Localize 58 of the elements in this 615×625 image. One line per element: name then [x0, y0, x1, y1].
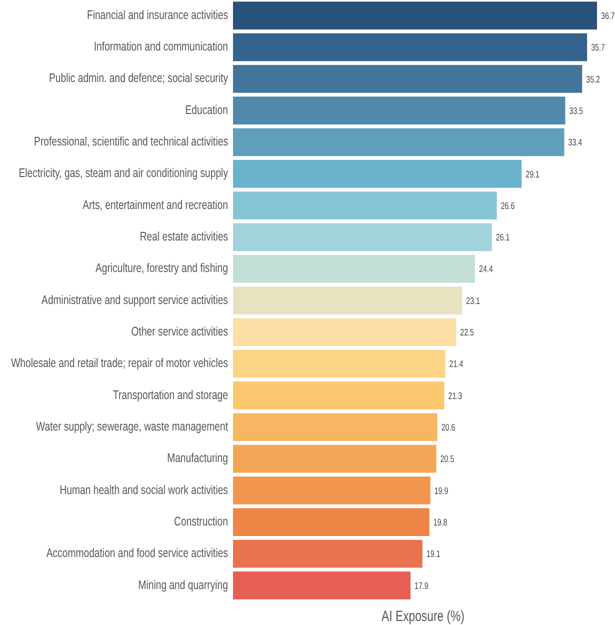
y-tick-label: Arts, entertainment and recreation	[82, 198, 228, 212]
y-tick-label: Accommodation and food service activities	[46, 547, 228, 560]
data-label: 33.5	[569, 104, 584, 116]
y-tick-label: Wholesale and retail trade; repair of motor vehicles	[11, 357, 228, 371]
y-tick-label: Financial and insurance activities	[86, 8, 228, 22]
bar	[233, 64, 582, 93]
data-label: 22.5	[460, 326, 474, 338]
y-tick-label: Transportation and storage	[112, 388, 228, 402]
data-label: 19.1	[426, 548, 441, 560]
data-label: 21.3	[448, 390, 462, 402]
data-label: 21.4	[449, 358, 464, 370]
y-tick-label: Mining and quarrying	[138, 578, 228, 592]
x-axis-title: AI Exposure (%)	[382, 607, 464, 624]
bar	[233, 128, 564, 156]
bar	[233, 254, 476, 283]
data-label: 33.4	[568, 136, 582, 148]
data-label: 20.5	[440, 453, 454, 464]
bar	[233, 286, 462, 314]
y-tick-label: Other service activities	[131, 325, 228, 339]
bar	[233, 96, 566, 124]
y-tick-label: Public admin. and defence; social security	[49, 72, 228, 86]
y-tick-label: Information and communication	[94, 40, 228, 54]
bar	[233, 318, 456, 346]
data-label: 20.6	[441, 421, 456, 433]
bar	[233, 382, 444, 410]
data-label: 19.8	[433, 516, 448, 528]
data-label: 26.6	[500, 200, 515, 212]
y-tick-label: Professional, scientific and technical activities	[34, 135, 228, 149]
y-tick-label: Water supply; sewerage, waste management	[36, 420, 229, 434]
data-label: 17.9	[414, 580, 429, 592]
bar	[233, 223, 492, 252]
bar	[233, 33, 588, 62]
bar	[233, 540, 422, 568]
data-label: 35.2	[586, 73, 600, 85]
data-label: 24.4	[479, 263, 494, 274]
bar	[233, 2, 597, 30]
bar	[233, 413, 438, 442]
data-label: 29.1	[526, 168, 540, 180]
bar	[233, 160, 522, 188]
data-label: 26.1	[496, 232, 510, 243]
y-tick-label: Agriculture, forestry and fishing	[95, 262, 228, 276]
bar	[233, 444, 436, 473]
bar	[233, 350, 446, 378]
y-tick-label: Administrative and support service activities	[42, 294, 228, 308]
bar	[233, 572, 411, 600]
y-tick-label: Human health and social work activities	[60, 484, 228, 498]
y-tick-label: Real estate activities	[140, 230, 228, 244]
bar	[233, 508, 430, 536]
data-label: 36.7	[601, 10, 615, 22]
bar	[233, 476, 430, 504]
data-label: 19.9	[434, 484, 448, 496]
y-tick-label: Manufacturing	[167, 452, 228, 466]
data-label: 23.1	[466, 294, 480, 306]
y-tick-label: Construction	[174, 515, 228, 529]
y-tick-label: Education	[185, 104, 228, 118]
bar	[233, 192, 497, 220]
data-label: 35.7	[591, 42, 606, 53]
y-tick-label: Electricity, gas, steam and air conditioning supply	[18, 167, 228, 181]
